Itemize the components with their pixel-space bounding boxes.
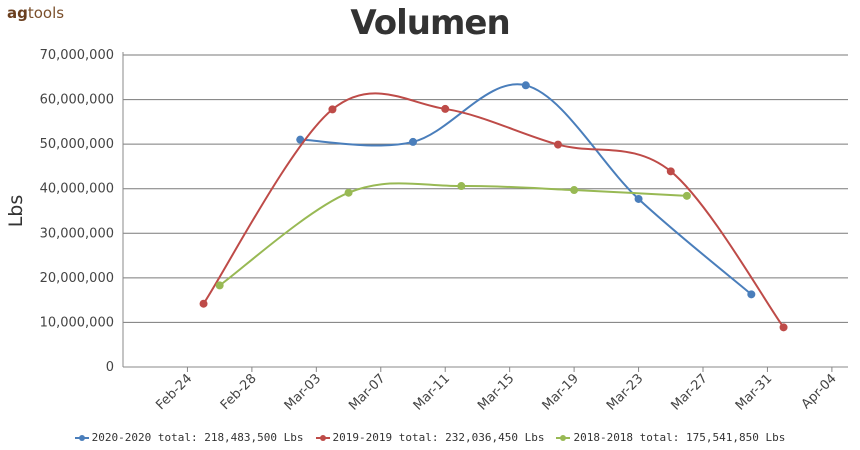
chart-legend: 2020-2020 total: 218,483,500 Lbs 2019-201…: [0, 431, 860, 444]
logo-ag: ag: [7, 4, 28, 22]
legend-label: 2020-2020 total: 218,483,500 Lbs: [91, 431, 304, 444]
data-point-series-1: [779, 323, 788, 332]
legend-label: 2019-2019 total: 232,036,450 Lbs: [332, 431, 545, 444]
legend-item[interactable]: 2018-2018 total: 175,541,850 Lbs: [556, 431, 785, 444]
y-tick-label: 10,000,000: [40, 315, 114, 330]
series-line-1: [202, 92, 785, 328]
data-point-series-0: [634, 194, 643, 203]
x-tick-label: Mar-07: [346, 371, 388, 413]
series-line-2: [219, 182, 687, 287]
data-point-series-1: [554, 140, 562, 149]
data-point-series-2: [344, 188, 353, 197]
data-point-series-1: [328, 105, 337, 114]
x-tick-label: Mar-03: [282, 371, 324, 413]
data-point-series-0: [747, 290, 756, 299]
line-chart: 0 10,000,000 20,000,000 30,000,000 40,000,00…: [5, 48, 848, 414]
data-point-series-1: [666, 167, 675, 176]
y-tick-label: 20,000,000: [40, 271, 114, 286]
data-point-series-2: [457, 182, 466, 191]
data-point-series-0: [409, 137, 417, 146]
x-tick-label: Feb-24: [153, 371, 195, 413]
chart-title: Volumen: [350, 3, 510, 43]
legend-swatch-icon: [315, 434, 330, 442]
data-point-series-0: [521, 81, 530, 90]
data-point-series-0: [296, 135, 305, 144]
data-point-series-2: [682, 191, 691, 200]
legend-label: 2018-2018 total: 175,541,850 Lbs: [573, 431, 786, 444]
logo-tools: tools: [27, 4, 65, 22]
legend-item[interactable]: 2020-2020 total: 218,483,500 Lbs: [74, 431, 304, 444]
y-tick-label: 70,000,000: [40, 48, 114, 63]
y-tick-label: 30,000,000: [40, 226, 114, 241]
x-tick-label: Mar-15: [475, 371, 517, 413]
y-tick-label: 40,000,000: [40, 182, 114, 197]
x-tick-label: Mar-11: [411, 371, 453, 413]
x-tick-label: Mar-23: [604, 371, 646, 413]
y-tick-label: 0: [106, 360, 114, 375]
agtools-logo: agtools: [7, 4, 64, 22]
data-point-series-1: [199, 299, 208, 308]
data-point-series-2: [570, 186, 579, 195]
data-point-series-1: [441, 104, 450, 113]
y-tick-label: 60,000,000: [40, 93, 114, 108]
x-tick-label: Apr-04: [799, 371, 840, 412]
x-tick-label: Mar-27: [668, 371, 710, 413]
x-tick-label: Feb-28: [218, 371, 260, 413]
legend-swatch-icon: [74, 434, 89, 442]
x-tick-label: Mar-19: [540, 371, 582, 413]
series-line-0: [300, 83, 752, 296]
x-tick-label: Mar-31: [733, 371, 775, 413]
legend-swatch-icon: [556, 434, 571, 442]
legend-item[interactable]: 2019-2019 total: 232,036,450 Lbs: [315, 431, 545, 444]
y-tick-label: 50,000,000: [40, 137, 114, 152]
data-point-series-2: [215, 281, 224, 290]
y-axis-label: Lbs: [5, 195, 27, 228]
